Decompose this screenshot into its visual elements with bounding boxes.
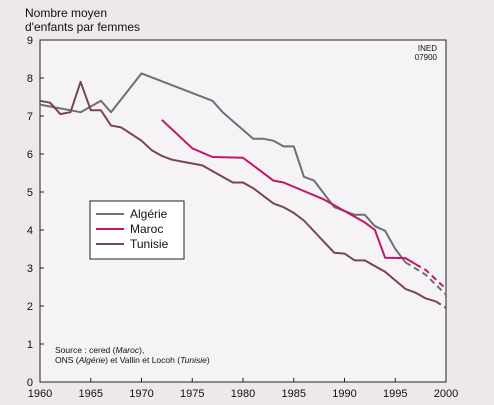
series-projection-maroc: [415, 263, 447, 290]
y-tick-label: 6: [27, 149, 33, 161]
series-projection-tunisie: [435, 300, 447, 309]
y-tick-label: 2: [27, 301, 33, 313]
x-tick-label: 1980: [231, 388, 255, 400]
series-line-maroc: [161, 119, 417, 266]
corner-label-line: 07900: [415, 53, 438, 62]
x-tick-label: 1990: [332, 388, 356, 400]
source-line-1: Source : cered (Maroc),: [55, 345, 145, 355]
y-tick-label: 8: [27, 73, 33, 85]
x-tick-label: 1995: [383, 388, 407, 400]
series-line-algerie: [39, 72, 407, 263]
y-tick-label: 3: [27, 263, 33, 275]
legend-label-algerie: Algérie: [130, 207, 168, 221]
y-axis-label: Nombre moyen d'enfants par femmes: [25, 6, 141, 34]
series-projection-algerie: [404, 261, 447, 296]
source-note: Source : cered (Maroc), ONS (Algérie) et…: [55, 345, 210, 365]
series-line-tunisie: [39, 80, 437, 303]
y-tick-label: 4: [27, 225, 33, 237]
y-tick-label: 7: [27, 111, 33, 123]
corner-label-line: INED: [418, 44, 437, 53]
source-line-2: ONS (Algérie) et Vallin et Locoh (Tunisi…: [55, 355, 210, 365]
y-tick-label: 1: [27, 339, 33, 351]
x-tick-label: 1985: [282, 388, 306, 400]
y-tick-label: 9: [27, 35, 33, 47]
x-tick-label: 1960: [28, 388, 52, 400]
y-tick-label: 5: [27, 187, 33, 199]
legend-label-maroc: Maroc: [130, 222, 163, 236]
legend-label-tunisie: Tunisie: [130, 237, 169, 251]
y-tick-label: 0: [27, 377, 33, 389]
x-tick-label: 1970: [129, 388, 153, 400]
x-tick-label: 1975: [180, 388, 204, 400]
x-tick-label: 2000: [434, 388, 458, 400]
x-tick-label: 1965: [79, 388, 103, 400]
